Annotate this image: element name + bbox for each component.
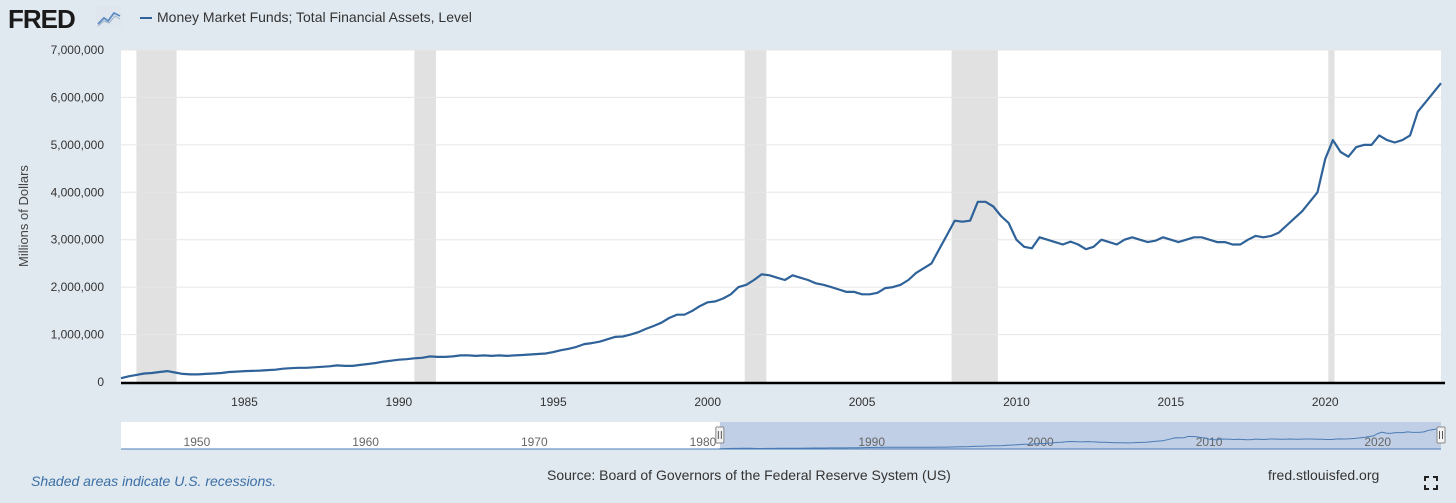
recession-band (951, 50, 998, 382)
range-navigator[interactable]: 1950 1960 1970 1980 1990 2000 2010 2020 (121, 422, 1446, 450)
x-axis-tick-labels: 1985 1990 1995 2000 2005 2010 2015 2020 (231, 395, 1339, 409)
series-group (120, 82, 1442, 380)
navigator-label: 1950 (184, 435, 211, 449)
navigator-label: 2020 (1364, 435, 1391, 449)
recession-shading (136, 50, 1335, 382)
y-tick-label: 1,000,000 (51, 328, 105, 342)
x-tick-label: 2000 (694, 395, 721, 409)
recession-band (744, 50, 767, 382)
navigator-label: 1990 (858, 435, 885, 449)
recession-band (1328, 50, 1335, 382)
navigator-series (121, 427, 1442, 450)
gridlines (121, 49, 1441, 336)
navigator-label: 1980 (690, 435, 717, 449)
navigator-label: 1970 (521, 435, 548, 449)
x-tick-label: 1985 (231, 395, 258, 409)
navigator-right-handle[interactable] (1436, 426, 1446, 444)
recession-note: Shaded areas indicate U.S. recessions. (31, 473, 277, 489)
source-text: Source: Board of Governors of the Federa… (547, 467, 951, 483)
x-tick-label: 2005 (849, 395, 876, 409)
navigator-label: 2010 (1196, 435, 1223, 449)
fullscreen-icon[interactable] (1424, 476, 1438, 490)
x-tick-label: 2010 (1003, 395, 1030, 409)
x-tick-label: 1995 (540, 395, 567, 409)
chart-header: FRED Money Market Funds; Total Financial… (0, 0, 1456, 36)
navigator-selection (719, 422, 1441, 449)
trend-chart-icon (96, 6, 122, 28)
x-tick-label: 1990 (386, 395, 413, 409)
fred-url-link[interactable]: fred.stlouisfed.org (1268, 467, 1380, 483)
x-tick-label: 2020 (1312, 395, 1339, 409)
plot-area (121, 50, 1441, 382)
fred-logo[interactable]: FRED (8, 4, 76, 34)
legend-label: Money Market Funds; Total Financial Asse… (157, 9, 472, 25)
legend-swatch (140, 17, 152, 19)
chart: 0 1,000,000 2,000,000 3,000,000 4,000,000 5,0… (16, 43, 1446, 450)
y-axis-tick-labels: 0 1,000,000 2,000,000 3,000,000 4,000,000 5,0… (51, 43, 105, 389)
y-axis-label: Millions of Dollars (16, 165, 31, 267)
series-line (120, 82, 1442, 380)
x-tick-label: 2015 (1157, 395, 1184, 409)
y-tick-label: 4,000,000 (51, 185, 105, 199)
y-tick-label: 3,000,000 (51, 233, 105, 247)
recession-band (136, 50, 177, 382)
y-tick-label: 0 (97, 375, 104, 389)
recession-band (414, 50, 436, 382)
navigator-label: 1960 (352, 435, 379, 449)
y-tick-label: 2,000,000 (51, 280, 105, 294)
navigator-label: 2000 (1027, 435, 1054, 449)
y-tick-label: 6,000,000 (51, 90, 105, 104)
navigator-left-handle[interactable] (715, 426, 725, 444)
y-tick-label: 5,000,000 (51, 138, 105, 152)
y-tick-label: 7,000,000 (51, 43, 105, 57)
